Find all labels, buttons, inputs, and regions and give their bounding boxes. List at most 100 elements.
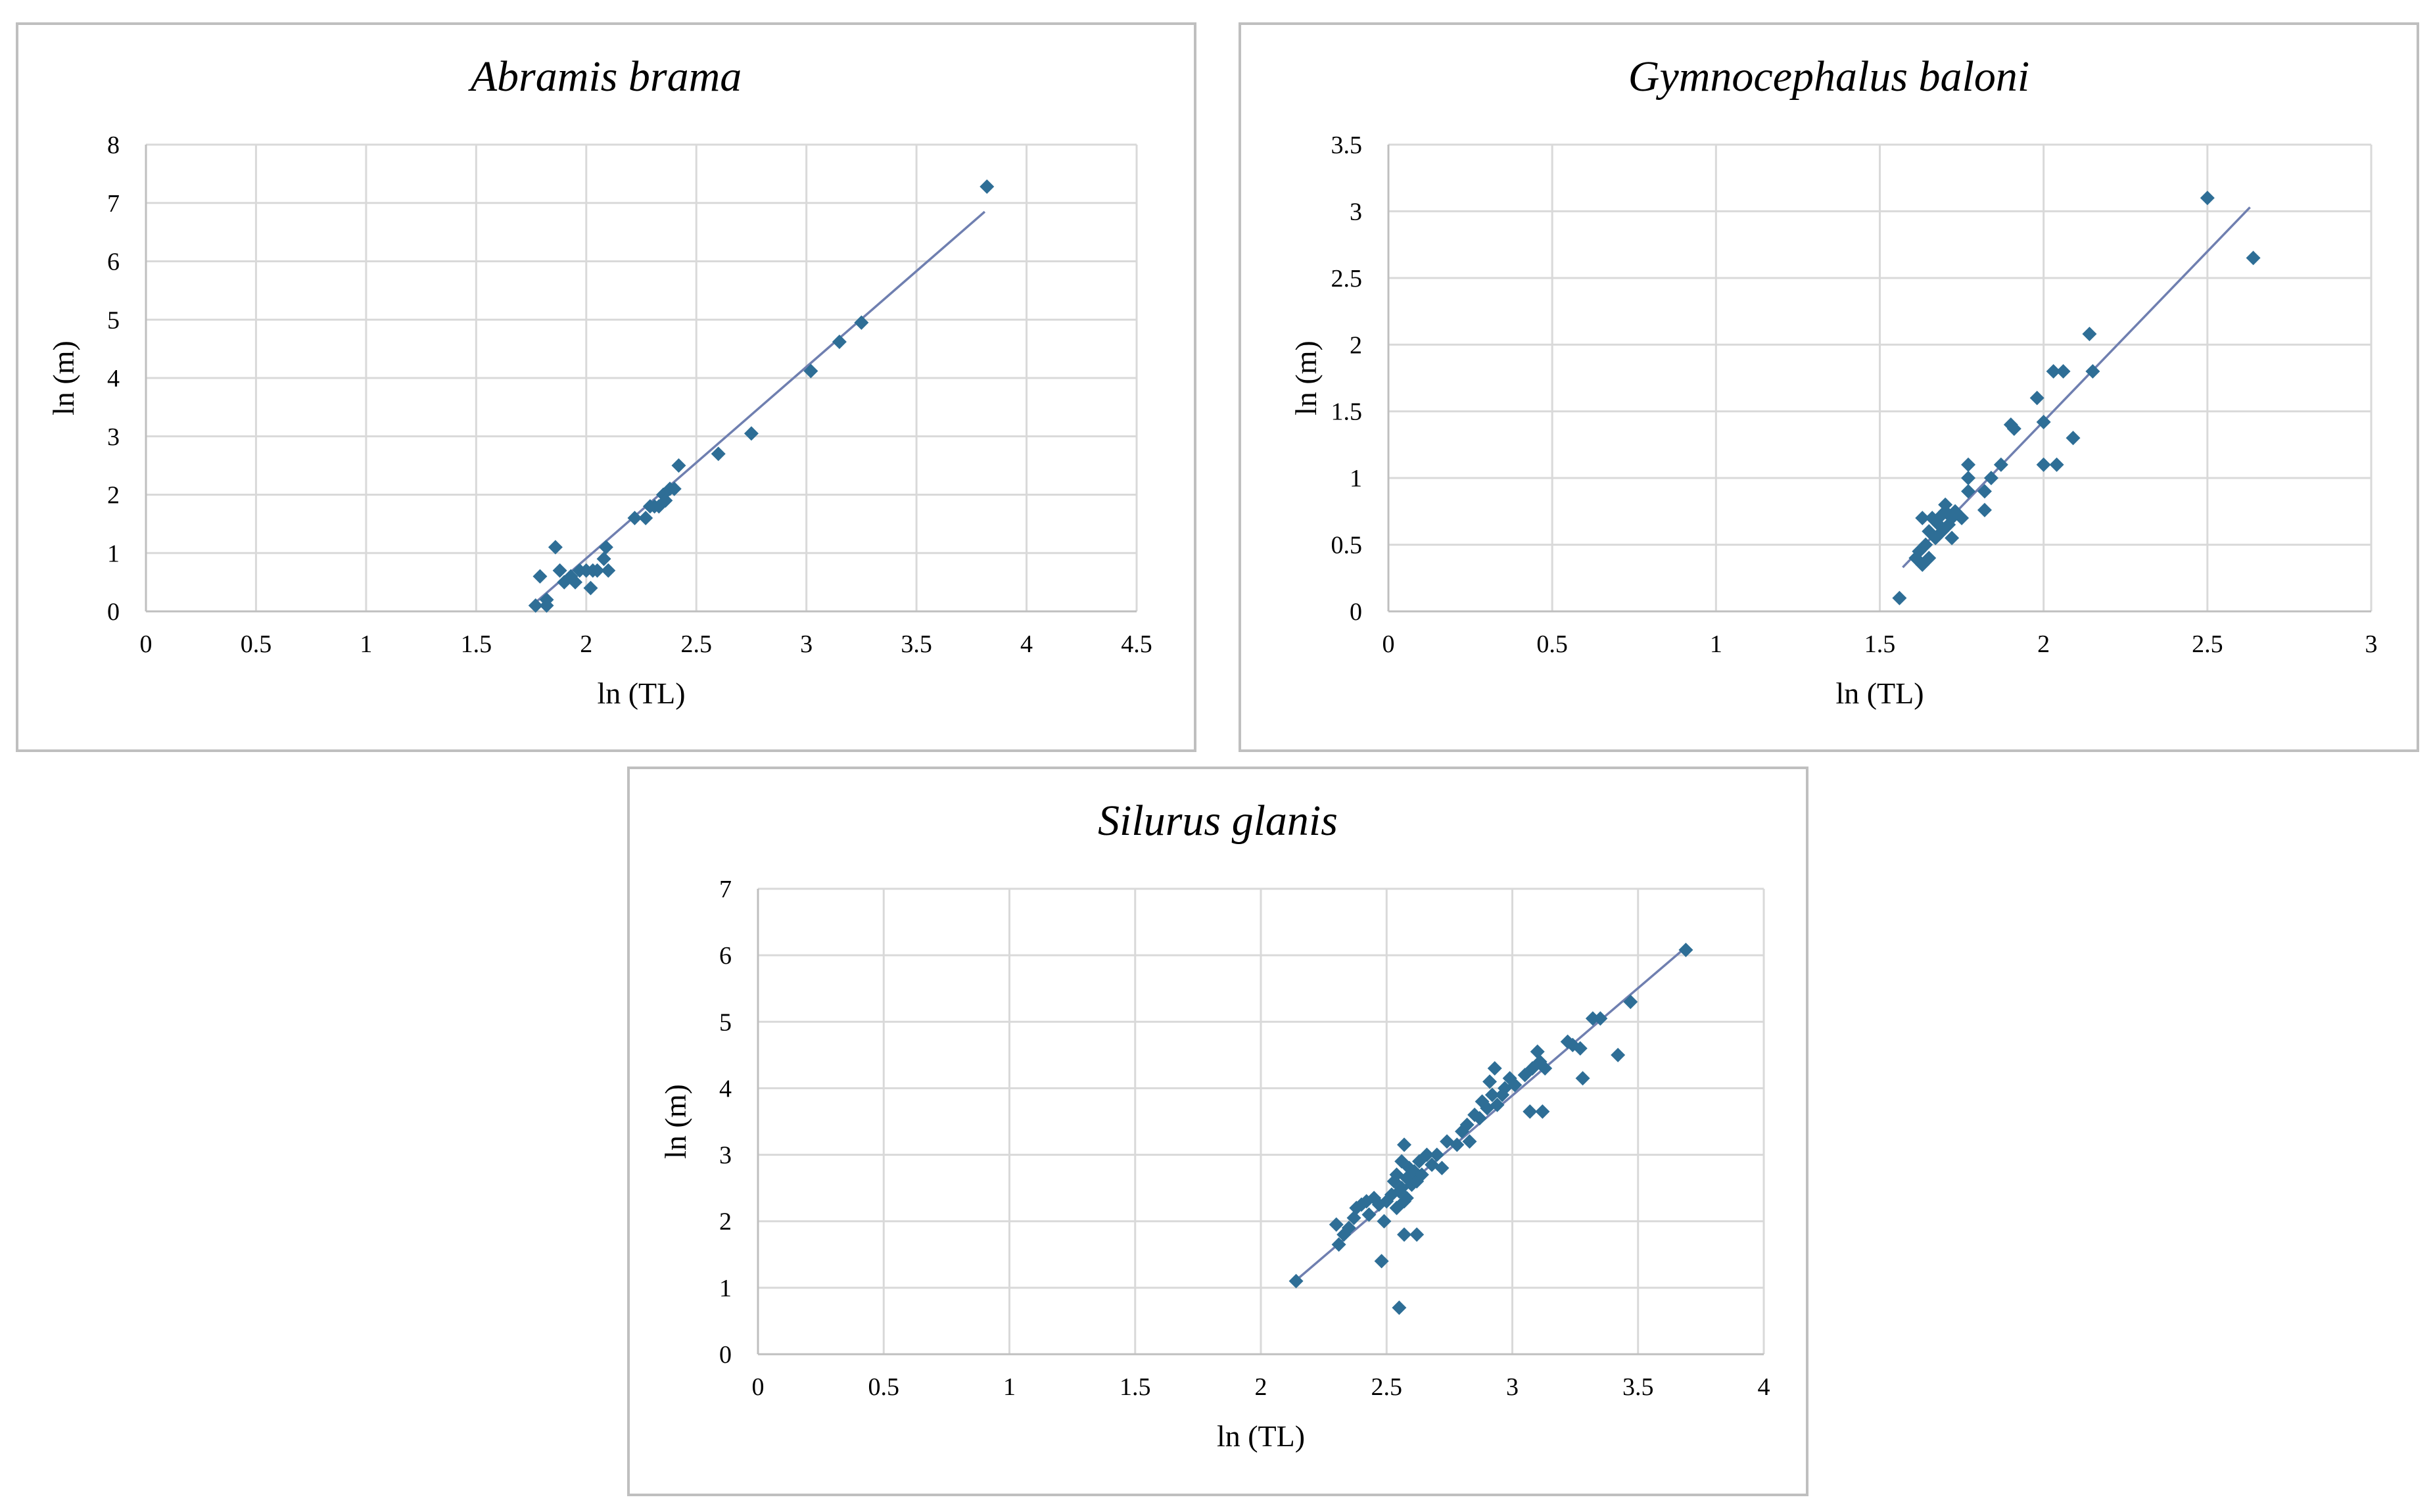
y-tick-label: 1.5: [1331, 398, 1363, 426]
y-tick-label: 2: [1350, 331, 1362, 359]
data-point: [980, 179, 995, 194]
data-point: [627, 511, 642, 525]
data-point: [1961, 471, 1976, 486]
data-point: [1397, 1227, 1412, 1242]
data-point: [1507, 1077, 1523, 1093]
x-tick-label: 1.5: [1864, 630, 1896, 658]
x-tick-label: 2: [1255, 1373, 1267, 1401]
data-point: [1397, 1137, 1412, 1152]
y-tick-label: 4: [107, 365, 120, 392]
data-point: [658, 493, 673, 508]
x-tick-label: 1.5: [1120, 1373, 1151, 1401]
data-point: [532, 569, 548, 584]
data-point: [2200, 191, 2215, 206]
data-point: [1918, 537, 1933, 552]
data-point: [1392, 1300, 1407, 1315]
data-point: [2082, 327, 2097, 342]
y-axis-label: ln (m): [47, 341, 80, 415]
data-point: [1623, 994, 1638, 1009]
y-tick-label: 0: [107, 598, 120, 626]
data-point: [1377, 1214, 1392, 1229]
data-point: [1331, 1237, 1346, 1252]
data-point: [1346, 1210, 1361, 1225]
x-tick-label: 4.5: [1121, 630, 1152, 658]
data-point: [1977, 502, 1992, 517]
data-point: [2006, 421, 2021, 437]
x-tick-label: 3.5: [901, 630, 932, 658]
data-point: [744, 426, 759, 441]
data-point: [1892, 590, 1907, 605]
y-tick-label: 4: [719, 1075, 732, 1102]
data-point: [1472, 1110, 1487, 1125]
chart-title: Gymnocephalus baloni: [1628, 53, 2029, 101]
data-point: [1977, 484, 1992, 499]
data-point: [1922, 550, 1937, 565]
data-point: [598, 540, 613, 555]
x-axis-label: ln (TL): [597, 676, 685, 710]
data-point: [2036, 414, 2051, 429]
chart-title: Silurus glanis: [1098, 797, 1338, 845]
y-tick-label: 3: [107, 423, 120, 451]
data-point: [1288, 1273, 1304, 1288]
data-point: [1593, 1011, 1608, 1026]
data-point: [590, 563, 605, 578]
data-point: [2029, 390, 2044, 406]
data-point: [1678, 943, 1693, 958]
y-axis-label: ln (m): [1289, 341, 1323, 415]
data-point: [539, 598, 554, 613]
data-point: [1983, 471, 1998, 486]
data-point: [1484, 1087, 1500, 1102]
x-axis-label: ln (TL): [1217, 1419, 1305, 1453]
y-tick-label: 6: [719, 942, 732, 970]
x-tick-label: 0.5: [868, 1373, 900, 1401]
data-point: [548, 540, 563, 555]
y-tick-label: 2.5: [1331, 265, 1363, 293]
x-tick-label: 0: [140, 630, 153, 658]
data-point: [832, 334, 847, 349]
x-axis-label: ln (TL): [1835, 676, 1924, 710]
panel-silurus-glanis: 0 0.5 1 1.5 2 2.5 3 3.5 4 0 1 2 3 4 5 6 7 Silurus glanis l…: [627, 767, 1808, 1496]
data-point: [1530, 1044, 1545, 1059]
data-point: [1945, 531, 1960, 546]
data-point: [1361, 1207, 1377, 1222]
data-point: [1993, 457, 2008, 472]
panel-gymnocephalus-baloni: 0 0.5 1 1.5 2 2.5 3 0 0.5 1 1.5 2 2.5 3 3.5 Gymnocephal…: [1239, 22, 2419, 752]
x-tick-label: 2: [580, 630, 592, 658]
data-point: [2066, 431, 2081, 446]
data-point: [2036, 457, 2051, 472]
data-point: [1329, 1217, 1344, 1232]
data-point: [1341, 1220, 1356, 1235]
data-point: [1938, 497, 1953, 512]
trendline: [1292, 946, 1687, 1284]
data-point: [2246, 250, 2261, 266]
x-tick-label: 0: [1382, 630, 1395, 658]
data-point: [803, 364, 818, 379]
data-point: [1585, 1011, 1600, 1026]
x-tick-label: 3: [1506, 1373, 1519, 1401]
data-point: [1535, 1104, 1550, 1119]
data-point: [1490, 1097, 1505, 1112]
y-tick-label: 3: [1350, 198, 1362, 225]
y-tick-label: 1: [107, 540, 120, 567]
x-tick-label: 1: [360, 630, 372, 658]
data-point: [1961, 457, 1976, 472]
data-point: [1482, 1074, 1498, 1089]
data-point: [1523, 1104, 1538, 1119]
data-point: [1575, 1071, 1590, 1086]
x-tick-label: 0.5: [241, 630, 272, 658]
data-point: [601, 563, 616, 578]
data-point: [1954, 511, 1970, 525]
data-point: [1336, 1227, 1352, 1242]
y-tick-label: 8: [107, 131, 120, 159]
trendline: [532, 210, 986, 605]
x-tick-label: 1: [1710, 630, 1722, 658]
data-point: [1572, 1041, 1588, 1056]
data-point: [667, 481, 682, 496]
data-point: [568, 575, 583, 590]
data-point: [1434, 1160, 1450, 1175]
data-point: [711, 446, 726, 461]
data-point: [2085, 364, 2100, 379]
y-tick-label: 3.5: [1331, 131, 1363, 159]
data-point: [854, 315, 869, 330]
x-tick-label: 3: [2365, 630, 2378, 658]
